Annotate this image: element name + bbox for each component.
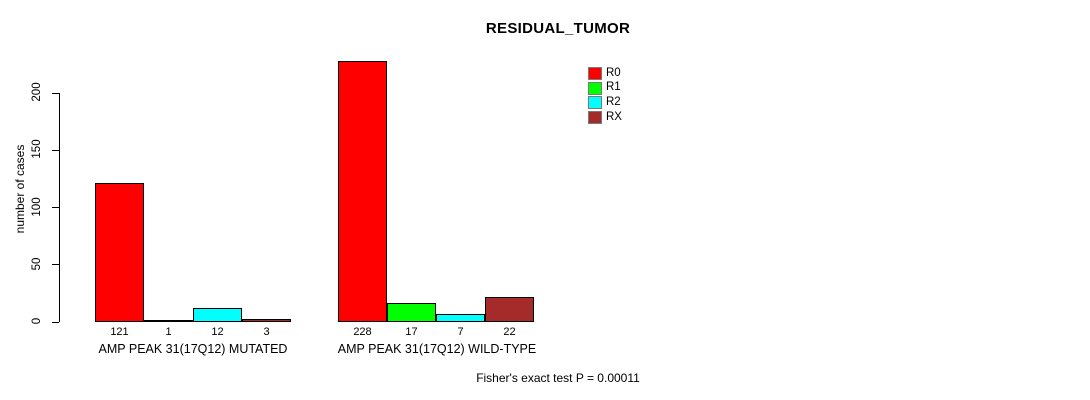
y-tick-mark — [52, 149, 59, 151]
y-tick-mark — [52, 321, 59, 323]
bar-r0-group1 — [338, 61, 387, 322]
legend-label-r2: R2 — [606, 95, 621, 108]
y-tick-label: 0 — [31, 317, 43, 325]
legend-label-rx: RX — [606, 110, 622, 123]
bar-value-label: 228 — [353, 326, 372, 338]
legend-row-r0: R0 — [588, 66, 622, 81]
legend-swatch-r1 — [588, 81, 602, 95]
legend-swatch-r2 — [588, 96, 602, 110]
x-group-label-wildtype: AMP PEAK 31(17Q12) WILD-TYPE — [337, 342, 537, 356]
legend-label-r0: R0 — [606, 66, 621, 79]
bar-rx-group0 — [242, 319, 291, 322]
bar-value-label: 12 — [211, 326, 224, 338]
y-tick-mark — [52, 264, 59, 266]
legend-row-r1: R1 — [588, 81, 622, 96]
bar-value-label: 121 — [110, 326, 129, 338]
y-tick-label: 150 — [31, 139, 43, 159]
bar-r1-group0 — [144, 320, 193, 322]
bar-rx-group1 — [485, 297, 534, 322]
y-tick-label: 50 — [31, 257, 43, 271]
bar-value-label: 17 — [405, 326, 418, 338]
legend: R0 R1 R2 RX — [588, 66, 622, 125]
bar-value-label: 3 — [263, 326, 270, 338]
x-group-label-mutated: AMP PEAK 31(17Q12) MUTATED — [98, 342, 288, 356]
y-tick-mark — [52, 92, 59, 94]
legend-row-rx: RX — [588, 110, 622, 125]
bar-r1-group1 — [387, 303, 436, 322]
bar-r2-group1 — [436, 314, 485, 322]
legend-swatch-rx — [588, 110, 602, 124]
legend-swatch-r0 — [588, 66, 602, 80]
bar-r2-group0 — [193, 308, 242, 322]
bar-value-label: 1 — [165, 326, 172, 338]
y-axis-line — [59, 93, 60, 322]
legend-label-r1: R1 — [606, 81, 621, 94]
legend-row-r2: R2 — [588, 95, 622, 110]
y-tick-mark — [52, 207, 59, 208]
chart-title: RESIDUAL_TUMOR — [485, 20, 631, 37]
y-tick-label: 200 — [31, 82, 43, 102]
bar-value-label: 22 — [503, 326, 516, 338]
fisher-test-note: Fisher's exact test P = 0.00011 — [476, 371, 640, 385]
bar-value-label: 7 — [457, 326, 464, 338]
y-tick-label: 100 — [31, 196, 43, 217]
y-axis-label: number of cases — [13, 144, 27, 234]
bar-r0-group0 — [95, 183, 144, 322]
